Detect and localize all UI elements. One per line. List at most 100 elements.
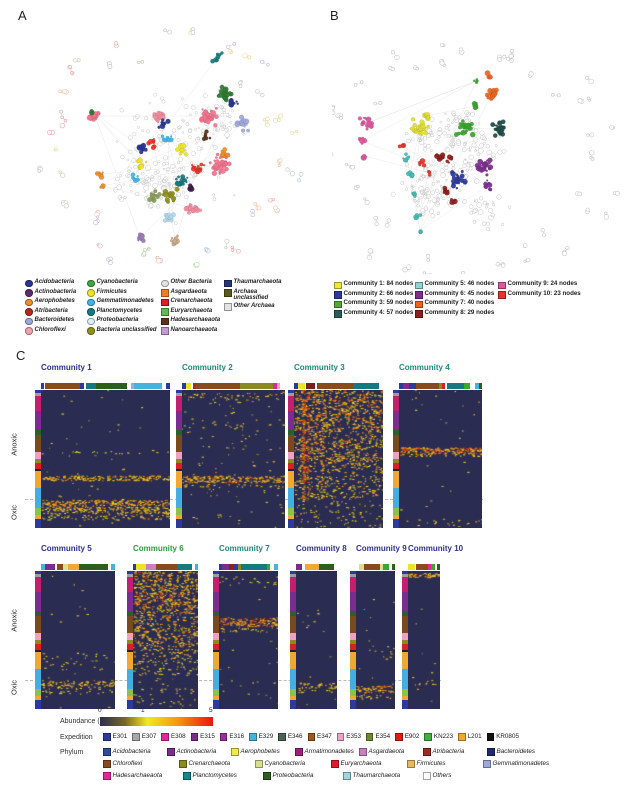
annotation-segment [431, 564, 436, 570]
legend-item: Asgardaeota [161, 289, 224, 297]
annotation-segment [35, 396, 41, 412]
annotation-segment [133, 383, 163, 389]
square-swatch-icon [224, 279, 232, 287]
annotation-segment [237, 564, 241, 570]
community-heatmap: Community 7 [213, 544, 278, 709]
annotation-segment [35, 616, 41, 634]
legend-item-label: Community 2: 66 nodes [343, 289, 414, 297]
square-swatch-icon [415, 300, 423, 308]
annotation-segment [176, 396, 182, 412]
annotation-segment [288, 459, 294, 463]
legend-item-label: Crenarchaeota [188, 759, 231, 767]
annotation-segment [176, 393, 182, 397]
annotation-segment [57, 564, 63, 570]
expedition-annotation-bar [133, 564, 198, 570]
annotation-segment [195, 564, 198, 570]
annotation-segment [379, 383, 383, 389]
community-heatmap: Community 5 [35, 544, 115, 709]
phylum-legend-row: Acidobacteria Actinobacteria Aerophobetes A… [103, 748, 551, 756]
square-swatch-icon [161, 733, 169, 741]
abundance-tick-0: 0 [98, 707, 102, 714]
annotation-segment [127, 383, 132, 389]
annotation-segment [86, 383, 97, 389]
annotation-segment [288, 411, 294, 430]
annotation-segment [402, 688, 408, 696]
community-heatmap: Community 3 [288, 363, 383, 528]
annotation-segment [350, 643, 356, 650]
annotation-segment [288, 462, 294, 469]
legend-item: Armatimonadetes [295, 748, 359, 756]
square-swatch-icon [103, 772, 111, 780]
annotation-segment [35, 649, 41, 652]
annotation-segment [290, 592, 296, 611]
circle-swatch-icon [25, 298, 33, 306]
annotation-segment [389, 564, 393, 570]
annotation-segment [219, 564, 223, 570]
community-heatmap: Community 10 [402, 544, 463, 709]
square-swatch-icon [483, 760, 491, 768]
community-heatmap: Community 2 [176, 363, 285, 528]
annotation-segment [182, 383, 187, 389]
square-swatch-icon [498, 281, 506, 289]
expedition-annotation-bar [41, 383, 170, 389]
annotation-segment [111, 564, 115, 570]
annotation-segment [191, 564, 196, 570]
community-title: Community 4 [399, 363, 450, 372]
annotation-segment [176, 459, 182, 463]
expedition-annotation-bar [182, 383, 285, 389]
legend-item-label: E316 [229, 732, 245, 740]
legend-item-label: Hadesarchaeaota [112, 771, 163, 779]
square-swatch-icon [190, 733, 199, 741]
annotation-segment [302, 564, 305, 570]
square-swatch-icon [365, 733, 374, 741]
annotation-segment [402, 669, 408, 689]
legend-column: Other Bacteria Asgardaeota Crenarchaeota Eu… [161, 279, 224, 336]
legend-item-label: Community 3: 59 nodes [343, 299, 414, 306]
annotation-segment [393, 470, 399, 489]
legend-item-label: Proteobacteria [272, 771, 314, 779]
annotation-segment [213, 640, 219, 644]
annotation-segment [402, 649, 408, 652]
annotation-segment [127, 592, 133, 611]
annotation-segment [288, 507, 294, 515]
annotation-segment [402, 592, 408, 611]
annotation-segment [133, 564, 137, 570]
heatmap-body [41, 390, 170, 528]
legend-item: Actinobacteria [167, 748, 231, 756]
annotation-segment [290, 649, 296, 652]
heatmap-body [182, 390, 285, 528]
phylum-annotation-bar [288, 390, 294, 528]
annotation-segment [288, 429, 294, 436]
annotation-segment [393, 507, 399, 515]
annotation-segment [408, 383, 416, 389]
legend-item: Planctomycetes [87, 308, 161, 316]
community-title: Community 6 [133, 544, 184, 553]
annotation-segment [276, 383, 280, 389]
annotation-segment [35, 435, 41, 453]
annotation-segment [290, 669, 296, 689]
community-heatmap: Community 8 [290, 544, 347, 709]
annotation-segment [213, 577, 219, 593]
annotation-segment [416, 564, 429, 570]
community-title: Community 10 [408, 544, 464, 553]
legend-item: Community 2: 66 nodes [334, 289, 415, 299]
annotation-segment [350, 640, 356, 644]
legend-item: Planctomycetes [183, 772, 263, 780]
annotation-segment [35, 462, 41, 469]
square-swatch-icon [161, 317, 169, 325]
annotation-segment [350, 571, 356, 575]
annotation-segment [402, 695, 408, 700]
annotation-segment [414, 564, 417, 570]
annotation-segment [402, 574, 408, 578]
annotation-segment [288, 393, 294, 397]
expedition-annotation-bar [296, 564, 337, 570]
phylum-legend-row: Chloroflexi Crenarchaeota Cyanobacteria Eur… [103, 760, 559, 768]
annotation-segment [176, 452, 182, 460]
annotation-segment [213, 699, 219, 709]
annotation-segment [35, 651, 41, 670]
annotation-segment [350, 610, 356, 617]
phylum-annotation-bar [35, 390, 41, 528]
annotation-segment [288, 396, 294, 412]
annotation-segment [176, 468, 182, 471]
annotation-segment [213, 574, 219, 578]
